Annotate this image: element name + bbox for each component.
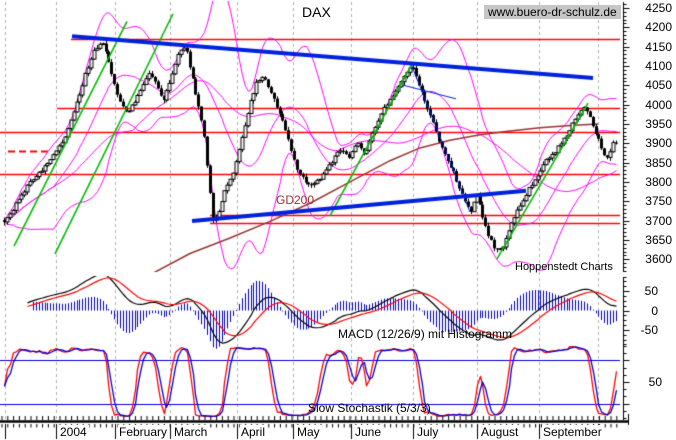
month-label: September [542, 425, 604, 439]
macd-label: MACD (12/26/9) mit Histogramm [338, 327, 513, 341]
month-label: July [416, 425, 441, 439]
watermark: www.buero-dr-schulz.de [484, 5, 621, 19]
price-axis-label: 3950 [645, 116, 672, 131]
month-label: June [354, 425, 384, 439]
price-axis-label: 3850 [645, 155, 672, 170]
stochastic-label: Slow Stochastik (5/3/3) [308, 401, 431, 415]
chart-title: DAX [302, 4, 331, 20]
price-axis-label: 4150 [645, 39, 672, 54]
month-label: March [173, 425, 210, 439]
month-label: 2004 [59, 425, 89, 439]
price-axis-label: 3700 [645, 213, 672, 228]
price-axis-label: 4100 [645, 58, 672, 73]
stochastic-axis-label: 50 [648, 374, 662, 389]
price-axis-label: 4250 [645, 0, 672, 15]
month-label: August [480, 425, 521, 439]
macd-axis-label: 50 [644, 284, 658, 299]
price-axis-label: 4200 [645, 20, 672, 35]
price-axis-label: 3900 [645, 136, 672, 151]
branding-label: Hoppenstedt Charts [515, 261, 613, 273]
macd-axis-label: 0 [651, 303, 658, 318]
price-axis-label: 4050 [645, 78, 672, 93]
month-label: May [296, 425, 322, 439]
macd-axis-label: -50 [640, 322, 658, 337]
price-axis-label: 3750 [645, 194, 672, 209]
price-axis-label: 4000 [645, 97, 672, 112]
gd200-label: GD200 [276, 193, 315, 207]
month-label: February [118, 425, 170, 439]
month-label: April [240, 425, 268, 439]
price-axis-label: 3600 [645, 252, 672, 267]
price-axis-label: 3800 [645, 174, 672, 189]
price-axis-label: 3650 [645, 232, 672, 247]
